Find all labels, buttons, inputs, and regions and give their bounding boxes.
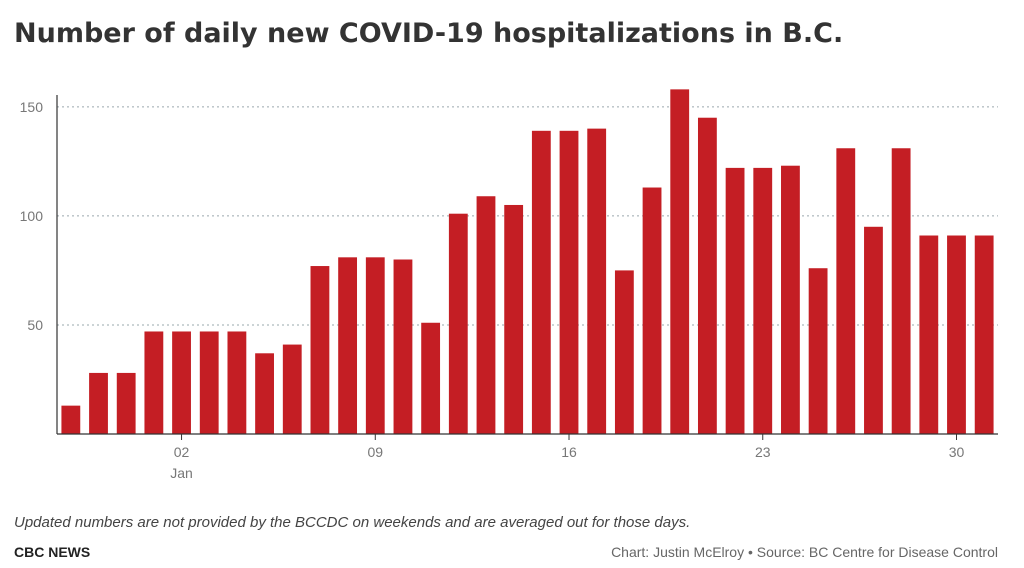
brand-logo-text: CBC NEWS: [14, 544, 91, 560]
bar: [697, 117, 717, 434]
bar-chart: 50 100 150 02 Jan 09 16 23 30: [20, 89, 998, 481]
chart-title: Number of daily new COVID-19 hospitaliza…: [14, 18, 844, 49]
bar: [974, 235, 994, 434]
bar: [614, 270, 634, 434]
bar: [310, 266, 330, 434]
axes: [56, 95, 998, 440]
bar: [365, 257, 385, 434]
bar: [255, 353, 274, 434]
y-tick-label: 150: [20, 99, 44, 115]
bar: [531, 130, 551, 434]
bar: [421, 322, 441, 434]
bar: [642, 187, 662, 434]
bar: [587, 128, 607, 434]
bar: [808, 268, 828, 434]
x-tick-sublabel: Jan: [170, 465, 193, 481]
bar: [725, 167, 745, 434]
bar: [864, 226, 883, 434]
bar: [338, 257, 358, 434]
tick-labels: 50 100 150 02 Jan 09 16 23 30: [20, 99, 965, 481]
chart-footnote: Updated numbers are not provided by the …: [14, 514, 691, 531]
bar: [753, 167, 773, 434]
bar: [61, 405, 81, 434]
bar: [836, 148, 856, 434]
bar: [476, 196, 496, 434]
bar: [947, 235, 966, 434]
x-tick-label: 30: [949, 444, 965, 460]
bar: [670, 89, 690, 435]
bar: [144, 331, 164, 434]
chart-credit: Chart: Justin McElroy • Source: BC Centr…: [611, 544, 998, 560]
bar: [282, 344, 302, 434]
bar: [504, 204, 524, 434]
bar: [919, 235, 939, 434]
bar: [393, 259, 413, 434]
bar: [559, 130, 579, 434]
bar: [781, 165, 800, 435]
x-tick-label: 02: [174, 444, 190, 460]
bars: [61, 89, 994, 435]
bar: [227, 331, 247, 434]
bar: [116, 372, 136, 434]
bar: [172, 331, 191, 434]
y-tick-label: 100: [20, 208, 44, 224]
bar: [891, 148, 911, 434]
x-tick-label: 09: [367, 444, 383, 460]
y-tick-label: 50: [27, 317, 43, 333]
bar: [448, 213, 468, 434]
bar: [89, 372, 108, 434]
x-tick-label: 23: [755, 444, 771, 460]
x-tick-label: 16: [561, 444, 577, 460]
bar: [199, 331, 219, 434]
gridlines: [57, 106, 998, 326]
